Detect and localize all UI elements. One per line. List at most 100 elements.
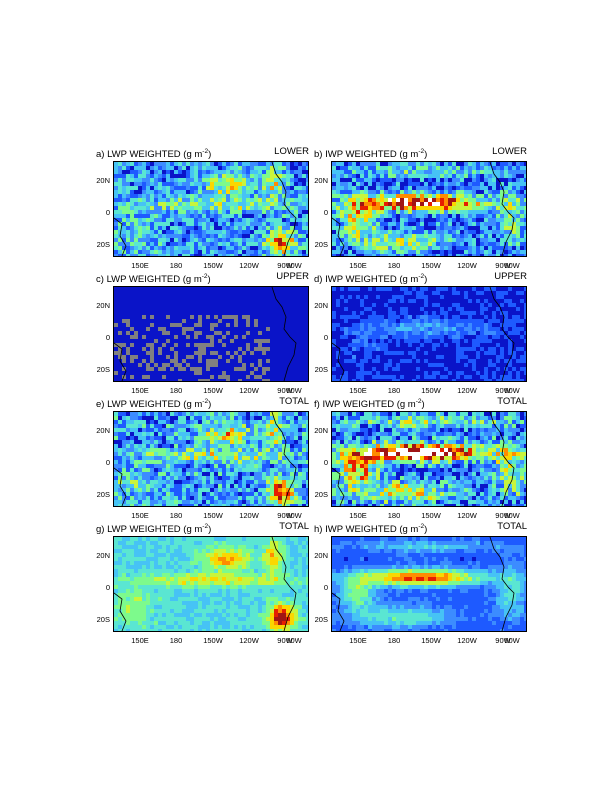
heatmap-cell — [230, 218, 234, 222]
heatmap-cell — [424, 222, 428, 226]
heatmap-cell — [332, 323, 336, 327]
heatmap-cell — [238, 186, 242, 190]
heatmap-cell — [456, 351, 460, 355]
heatmap-cell — [114, 226, 118, 230]
heatmap-cell — [520, 178, 524, 182]
heatmap-cell — [298, 371, 302, 375]
units-exponent: -2 — [202, 148, 209, 155]
heatmap-cell — [114, 303, 118, 307]
heatmap-cell — [218, 311, 222, 315]
heatmap-cell — [290, 234, 294, 238]
heatmap-cell — [496, 327, 500, 331]
heatmap-cell — [380, 166, 384, 170]
heatmap-cell — [234, 206, 238, 210]
heatmap-cell — [202, 194, 206, 198]
heatmap-cell — [118, 178, 122, 182]
heatmap-cell — [302, 371, 306, 375]
heatmap-cell — [476, 371, 480, 375]
heatmap-cell — [222, 299, 226, 303]
heatmap-cell — [496, 335, 500, 339]
heatmap-cell — [384, 315, 388, 319]
heatmap-cell — [198, 355, 202, 359]
heatmap-cell — [348, 198, 352, 202]
heatmap-cell — [360, 202, 364, 206]
heatmap-cell — [524, 339, 526, 343]
heatmap-cell — [400, 347, 404, 351]
heatmap-cell — [504, 190, 508, 194]
heatmap-cell — [480, 331, 484, 335]
heatmap-cell — [516, 319, 520, 323]
heatmap-cell — [412, 307, 416, 311]
heatmap-cell — [440, 323, 444, 327]
heatmap-cell — [202, 315, 206, 319]
heatmap-cell — [472, 230, 476, 234]
heatmap-cell — [496, 375, 500, 379]
heatmap-cell — [146, 174, 150, 178]
heatmap-cell — [452, 291, 456, 295]
heatmap-cell — [384, 363, 388, 367]
heatmap-cell — [138, 339, 142, 343]
heatmap-cell — [468, 194, 472, 198]
heatmap-cell — [416, 355, 420, 359]
heatmap-cell — [496, 299, 500, 303]
heatmap-cell — [258, 331, 262, 335]
heatmap-cell — [464, 222, 468, 226]
heatmap-cell — [214, 170, 218, 174]
heatmap-cell — [464, 250, 468, 254]
heatmap-cell — [516, 234, 520, 238]
heatmap-cell — [274, 355, 278, 359]
heatmap-cell — [278, 222, 282, 226]
heatmap-cell — [356, 166, 360, 170]
heatmap-cell — [182, 303, 186, 307]
heatmap-cell — [424, 379, 428, 381]
heatmap-cell — [468, 198, 472, 202]
heatmap-cell — [452, 307, 456, 311]
heatmap-cell — [468, 323, 472, 327]
heatmap-cell — [388, 339, 392, 343]
heatmap-cell — [508, 202, 512, 206]
heatmap-cell — [460, 218, 464, 222]
heatmap-cell — [290, 287, 294, 291]
heatmap-cell — [412, 242, 416, 246]
heatmap-cell — [146, 226, 150, 230]
heatmap-cell — [508, 355, 512, 359]
heatmap-cell — [396, 210, 400, 214]
heatmap-cell — [158, 363, 162, 367]
heatmap-cell — [174, 218, 178, 222]
heatmap-cell — [126, 307, 130, 311]
heatmap-cell — [150, 295, 154, 299]
heatmap-cell — [484, 347, 488, 351]
heatmap-cell — [516, 303, 520, 307]
heatmap-cell — [278, 234, 282, 238]
panel-letter: e) — [96, 399, 108, 411]
heatmap-cell — [250, 242, 254, 246]
heatmap-cell — [364, 178, 368, 182]
heatmap-cell — [194, 315, 198, 319]
heatmap-cell — [412, 234, 416, 238]
heatmap-cell — [380, 347, 384, 351]
heatmap-cell — [174, 166, 178, 170]
heatmap-cell — [230, 162, 234, 166]
heatmap-cell — [500, 198, 504, 202]
heatmap-cell — [484, 319, 488, 323]
heatmap-cell — [496, 363, 500, 367]
heatmap-cell — [356, 295, 360, 299]
heatmap-cell — [500, 307, 504, 311]
heatmap-cell — [476, 246, 480, 250]
heatmap-cell — [416, 194, 420, 198]
heatmap-cell — [262, 206, 266, 210]
heatmap-cell — [146, 307, 150, 311]
heatmap-cell — [194, 339, 198, 343]
heatmap-cell — [500, 295, 504, 299]
heatmap-cell — [150, 424, 154, 428]
heatmap-cell — [194, 424, 198, 428]
heatmap-cell — [282, 230, 286, 234]
panel-title: c) LWP WEIGHTED (g m-2) — [96, 271, 211, 286]
heatmap-cell — [336, 194, 340, 198]
heatmap-cell — [262, 359, 266, 363]
heatmap-cell — [368, 202, 372, 206]
heatmap-cell — [464, 347, 468, 351]
heatmap-cell — [364, 250, 368, 254]
heatmap-cell — [306, 359, 308, 363]
heatmap-cell — [504, 206, 508, 210]
